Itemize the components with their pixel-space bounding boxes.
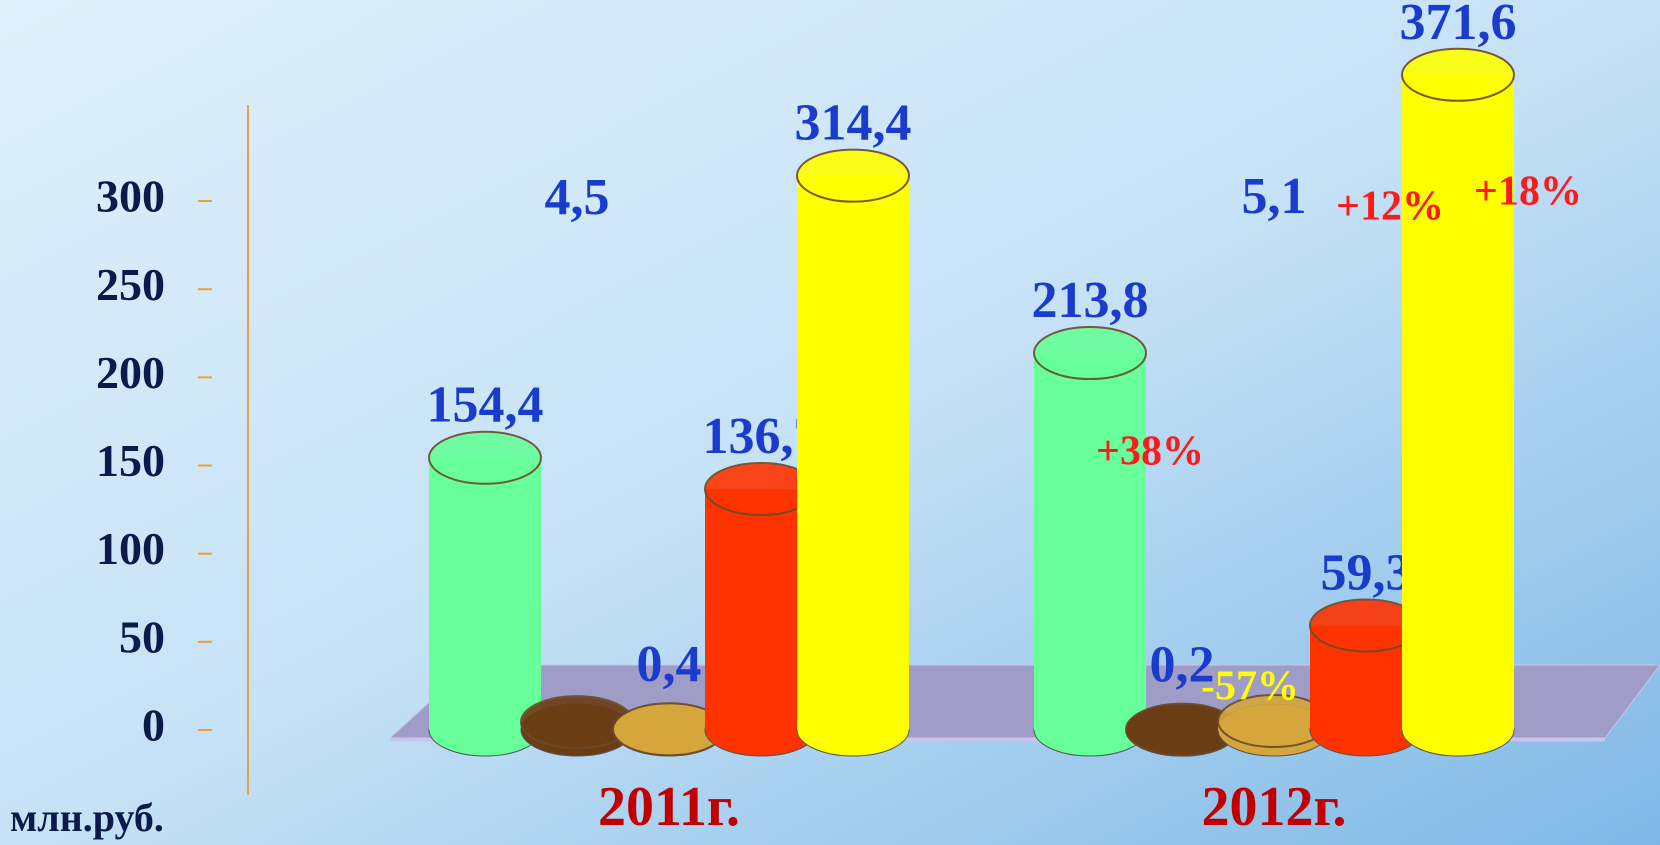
bar	[797, 175, 909, 731]
bar-cap	[428, 430, 542, 485]
value-label: 213,8	[1032, 272, 1149, 329]
bar	[429, 457, 541, 730]
annotation: +12%	[1336, 184, 1444, 230]
y-tick-label: 200	[96, 347, 165, 398]
bar-cap	[796, 148, 910, 203]
bar-cap	[1401, 47, 1515, 102]
y-tick-label: 300	[96, 171, 165, 222]
value-label: 5,1	[1242, 168, 1307, 225]
y-tick-label: 250	[96, 259, 165, 310]
y-tick-label: 150	[96, 435, 165, 486]
x-tick-label: 2011г.	[598, 776, 740, 838]
value-label: 0,2	[1150, 637, 1215, 694]
value-label: 0,4	[637, 636, 702, 693]
y-axis-label: млн.руб.	[10, 795, 164, 840]
value-label: 371,6	[1400, 0, 1517, 51]
value-label: 4,5	[545, 169, 610, 226]
y-tick-label: 0	[142, 700, 165, 751]
value-label: 59,3	[1321, 544, 1412, 601]
bar	[1402, 74, 1514, 730]
x-tick-label: 2012г.	[1201, 776, 1346, 838]
y-tick-label: 100	[96, 523, 165, 574]
annotation: -57%	[1201, 664, 1299, 710]
annotation: +38%	[1096, 429, 1204, 475]
bar-cap	[1033, 326, 1147, 381]
y-tick-label: 50	[119, 611, 165, 662]
annotation: +18%	[1474, 169, 1582, 215]
bar	[1034, 353, 1146, 730]
value-label: 314,4	[795, 95, 912, 152]
value-label: 154,4	[427, 377, 544, 434]
